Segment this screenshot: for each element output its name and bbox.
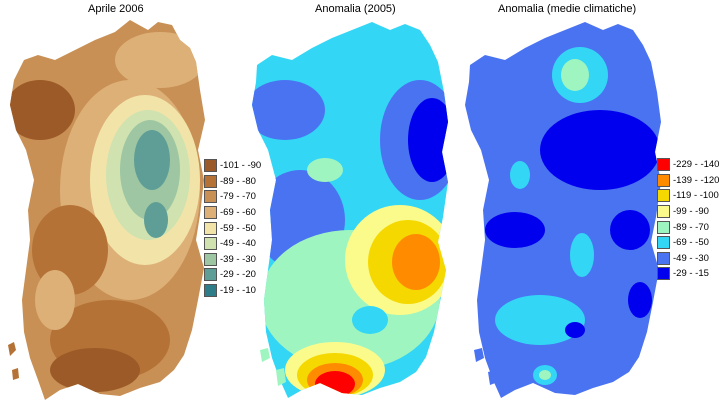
legend-anomalia-row: -29 - -15 — [657, 266, 719, 282]
legend-anomalia-row: -69 - -50 — [657, 235, 719, 251]
legend-aprile-row: -19 - -10 — [204, 283, 261, 299]
legend-aprile-label: -39 - -30 — [220, 253, 256, 265]
legend-aprile-swatch — [204, 268, 217, 282]
legend-anomalia-row: -119 - -100 — [657, 188, 719, 204]
legend-anomalia-row: -99 - -90 — [657, 204, 719, 220]
legend-aprile-row: -79 - -70 — [204, 189, 261, 205]
legend-aprile-row: -101 - -90 — [204, 158, 261, 174]
legend-aprile-row: -89 - -80 — [204, 174, 261, 190]
legend-anomalia-label: -89 - -70 — [673, 221, 709, 233]
legend-aprile-label: -59 - -50 — [220, 222, 256, 234]
legend-anomalia-swatch — [657, 205, 670, 219]
legend-aprile-row: -69 - -60 — [204, 205, 261, 221]
legend-aprile-label: -79 - -70 — [220, 191, 256, 203]
legend-anomalia-label: -69 - -50 — [673, 237, 709, 249]
legend-aprile-swatch — [204, 159, 217, 173]
legend-anomalia-swatch — [657, 189, 670, 203]
legend-aprile-label: -29 - -20 — [220, 269, 256, 281]
legend-aprile-swatch — [204, 221, 217, 235]
legend-anomalia-row: -49 - -30 — [657, 251, 719, 267]
legend-aprile-label: -89 - -80 — [220, 175, 256, 187]
legend-anomalia-label: -29 - -15 — [673, 268, 709, 280]
legend-anomalia-swatch — [657, 267, 670, 281]
legend-anomalia-label: -119 - -100 — [673, 190, 719, 202]
map-aprile-2006 — [10, 20, 205, 400]
legend-aprile-label: -19 - -10 — [220, 285, 256, 297]
legend-anomalia-label: -99 - -90 — [673, 206, 709, 218]
legend-aprile-swatch — [204, 284, 217, 298]
legend-anomalia-swatch — [657, 236, 670, 250]
legend-anomalia-swatch — [657, 251, 670, 265]
panel-title-anomalia-medie: Anomalia (medie climatiche) — [498, 3, 637, 15]
panel-title-anomalia-2005: Anomalia (2005) — [315, 3, 396, 15]
legend-aprile-swatch — [204, 252, 217, 266]
legend-anomalia-label: -229 - -140 — [673, 159, 720, 171]
legend-aprile-swatch — [204, 237, 217, 251]
legend-aprile-label: -69 - -60 — [220, 207, 256, 219]
legend-aprile-row: -39 - -30 — [204, 252, 261, 268]
panel-title-aprile: Aprile 2006 — [88, 3, 144, 15]
legend-anomalia-row: -229 - -140 — [657, 157, 719, 173]
legend-anomalia-swatch — [657, 220, 670, 234]
legend-aprile-swatch — [204, 206, 217, 220]
legend-anomalia-label: -49 - -30 — [673, 252, 709, 264]
legend-aprile-label: -101 - -90 — [220, 160, 262, 172]
legend-anomalia-row: -139 - -120 — [657, 173, 719, 189]
legend-aprile-row: -29 - -20 — [204, 267, 261, 283]
legend-anomalia-row: -89 - -70 — [657, 219, 719, 235]
legend-aprile-2006: -101 - -90 -89 - -80 -79 - -70 -69 - -60 -59… — [204, 158, 261, 298]
legend-anomalia-swatch — [657, 173, 670, 187]
map-anomalia-2005 — [252, 22, 448, 398]
legend-aprile-row: -49 - -40 — [204, 236, 261, 252]
legend-aprile-swatch — [204, 174, 217, 188]
map-anomalia-medie — [465, 22, 661, 398]
legend-anomalia: -229 - -140 -139 - -120 -119 - -100 -99 - -… — [657, 157, 719, 282]
legend-aprile-row: -59 - -50 — [204, 220, 261, 236]
legend-anomalia-label: -139 - -120 — [673, 174, 720, 186]
legend-aprile-label: -49 - -40 — [220, 238, 256, 250]
legend-anomalia-swatch — [657, 158, 670, 172]
legend-aprile-swatch — [204, 190, 217, 204]
